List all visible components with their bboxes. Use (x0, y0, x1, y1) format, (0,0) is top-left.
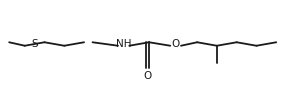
Text: O: O (143, 71, 151, 81)
Text: S: S (31, 39, 38, 49)
Text: NH: NH (116, 39, 131, 49)
Text: O: O (172, 39, 180, 49)
